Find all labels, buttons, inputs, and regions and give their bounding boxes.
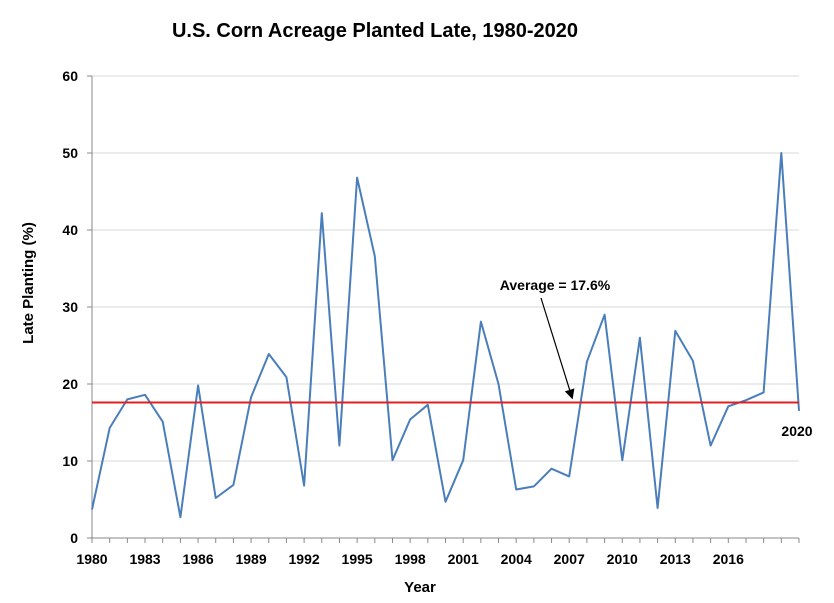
- y-tick-label: 50: [62, 145, 78, 161]
- data-point: [321, 212, 323, 214]
- data-point: [126, 398, 128, 400]
- data-point: [515, 488, 517, 490]
- data-point: [215, 497, 217, 499]
- data-point: [798, 410, 800, 412]
- data-point: [409, 418, 411, 420]
- y-tick-label: 30: [62, 299, 78, 315]
- end-year-label: 2020: [781, 423, 812, 439]
- x-tick-label: 2016: [713, 551, 744, 567]
- data-point: [356, 177, 358, 179]
- x-axis-title: Year: [404, 579, 436, 596]
- data-point: [268, 353, 270, 355]
- series-layer: [91, 152, 800, 519]
- data-point: [232, 484, 234, 486]
- axes: 0 10 20 30 40 50 60 1980 1983 1986 1989 1992 1995 199…: [62, 68, 800, 567]
- data-point: [657, 507, 659, 509]
- data-point: [144, 394, 146, 396]
- average-arrow: [540, 297, 575, 400]
- data-point: [250, 396, 252, 398]
- data-point: [498, 383, 500, 385]
- x-tick-label: 1980: [76, 551, 107, 567]
- data-point: [745, 399, 747, 401]
- data-point: [391, 459, 393, 461]
- data-point: [179, 516, 181, 518]
- average-label: Average = 17.6%: [500, 277, 611, 293]
- data-point: [374, 255, 376, 257]
- data-point: [551, 468, 553, 470]
- y-axis-title: Late Planting (%): [20, 222, 37, 344]
- y-tick-label: 20: [62, 376, 78, 392]
- data-point: [197, 385, 199, 387]
- x-tick-label: 1995: [342, 551, 373, 567]
- x-tick-label: 2007: [554, 551, 585, 567]
- data-point: [674, 330, 676, 332]
- x-tick-label: 1983: [129, 551, 160, 567]
- data-point: [303, 485, 305, 487]
- data-point: [639, 337, 641, 339]
- data-point: [338, 445, 340, 447]
- data-point: [427, 404, 429, 406]
- data-point: [780, 152, 782, 154]
- data-point: [621, 459, 623, 461]
- x-tick-label: 1998: [395, 551, 426, 567]
- series-line: [91, 152, 800, 519]
- x-tick-label: 2001: [448, 551, 479, 567]
- data-point: [533, 485, 535, 487]
- data-point: [480, 321, 482, 323]
- data-point: [568, 475, 570, 477]
- y-tick-label: 60: [62, 68, 78, 84]
- data-point: [710, 445, 712, 447]
- data-point: [692, 360, 694, 362]
- average-layer: Average = 17.6%: [92, 277, 799, 404]
- data-point: [445, 501, 447, 503]
- grid: [92, 75, 799, 462]
- data-point: [162, 421, 164, 423]
- data-point: [763, 391, 765, 393]
- x-tick-label: 1989: [235, 551, 266, 567]
- chart-title: U.S. Corn Acreage Planted Late, 1980-202…: [172, 20, 578, 42]
- data-point: [91, 509, 93, 511]
- y-tick-label: 0: [70, 530, 78, 546]
- data-point: [586, 361, 588, 363]
- x-tick-label: 1986: [182, 551, 213, 567]
- data-point: [462, 459, 464, 461]
- x-tick-label: 2013: [660, 551, 691, 567]
- data-point: [727, 405, 729, 407]
- y-tick-label: 10: [62, 453, 78, 469]
- data-point: [109, 427, 111, 429]
- data-point: [285, 376, 287, 378]
- x-tick-label: 2004: [501, 551, 532, 567]
- x-tick-label: 2010: [607, 551, 638, 567]
- x-tick-label: 1992: [289, 551, 320, 567]
- data-point: [604, 314, 606, 316]
- y-tick-label: 40: [62, 222, 78, 238]
